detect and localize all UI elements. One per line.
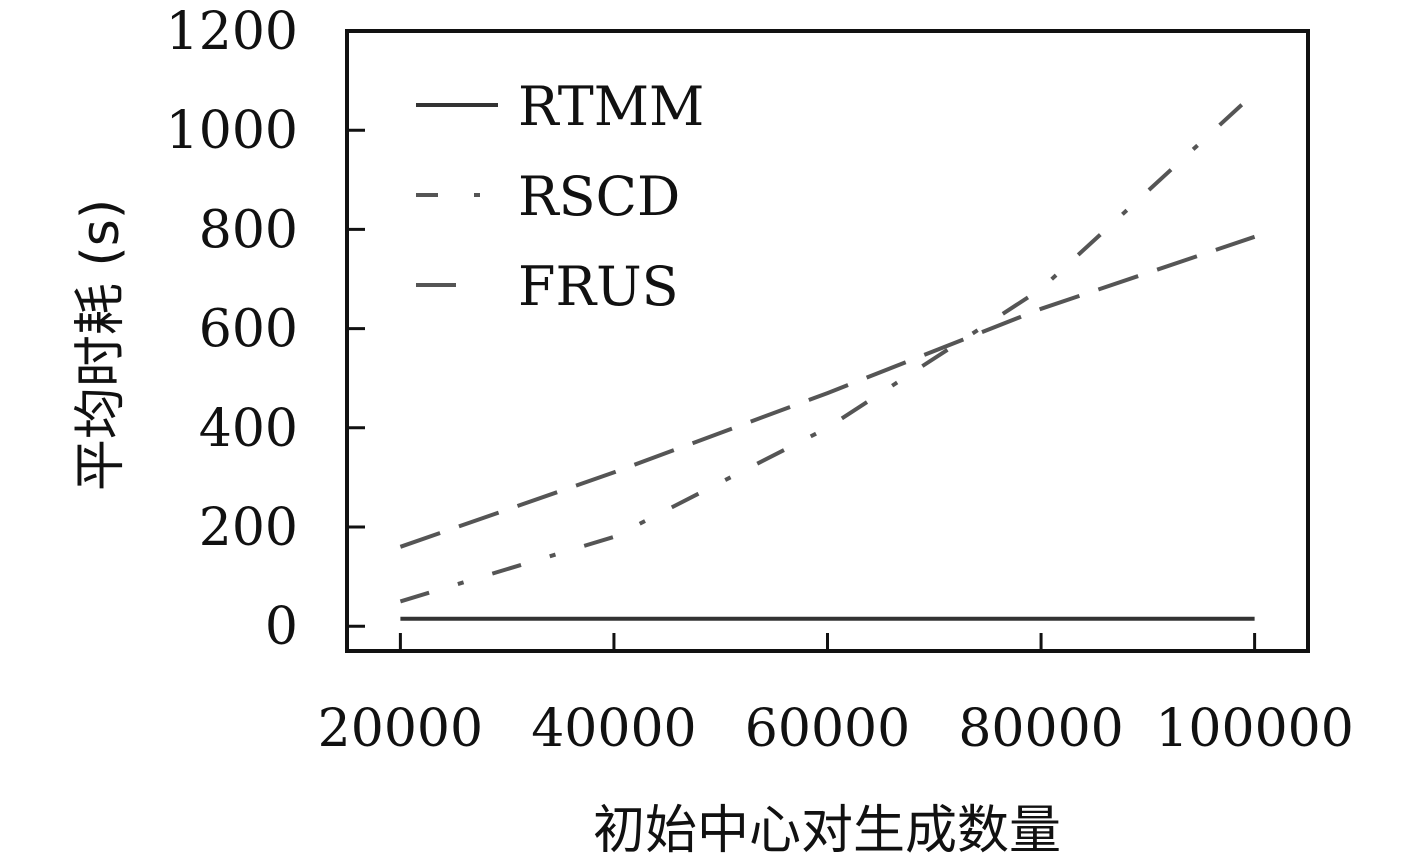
x-tick-label: 60000 bbox=[745, 699, 910, 759]
x-axis-title: 初始中心对生成数量 bbox=[593, 801, 1061, 861]
legend-label-rscd: RSCD bbox=[518, 165, 680, 228]
y-tick-label: 600 bbox=[199, 300, 298, 360]
legend-label-rtmm: RTMM bbox=[518, 75, 704, 138]
y-tick-label: 800 bbox=[199, 200, 298, 260]
y-axis-title: 平均时耗 (s) bbox=[71, 199, 131, 491]
y-tick-label: 200 bbox=[199, 498, 298, 558]
y-tick-label: 1000 bbox=[166, 101, 298, 161]
y-tick-label: 0 bbox=[265, 597, 298, 657]
x-tick-label: 80000 bbox=[958, 699, 1123, 759]
series-line-frus bbox=[399, 234, 1256, 549]
x-axis-ticks: 20000 40000 60000 80000 100000 bbox=[318, 633, 1354, 759]
plot-frame bbox=[345, 29, 1310, 653]
x-tick-label: 100000 bbox=[1155, 699, 1354, 759]
y-tick-label: 400 bbox=[199, 399, 298, 459]
legend: RTMM RSCD FRUS bbox=[416, 75, 704, 318]
y-tick-label: 1200 bbox=[166, 2, 298, 62]
series-lines bbox=[399, 91, 1256, 621]
y-axis-ticks: 0 200 400 600 800 1000 1200 bbox=[166, 2, 365, 657]
legend-label-frus: FRUS bbox=[518, 255, 679, 318]
x-tick-label: 40000 bbox=[531, 699, 696, 759]
x-tick-label: 20000 bbox=[318, 699, 483, 759]
